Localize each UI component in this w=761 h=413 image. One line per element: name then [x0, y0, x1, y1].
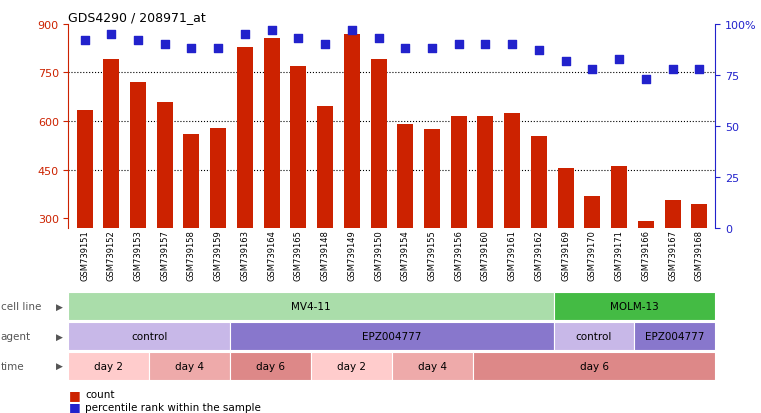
Bar — [311, 352, 392, 380]
Bar — [611, 167, 627, 228]
Bar — [68, 322, 230, 350]
Point — [479, 42, 492, 48]
Text: agent: agent — [1, 331, 31, 341]
Point — [292, 36, 304, 43]
Bar — [558, 169, 574, 228]
Bar — [584, 196, 600, 228]
Bar — [505, 114, 521, 228]
Bar — [477, 117, 493, 228]
Point — [132, 38, 144, 44]
Text: ▶: ▶ — [56, 302, 63, 311]
Text: day 6: day 6 — [256, 361, 285, 371]
Bar — [149, 352, 230, 380]
Text: day 6: day 6 — [580, 361, 609, 371]
Bar — [157, 102, 173, 228]
Point — [559, 58, 572, 65]
Point — [78, 38, 91, 44]
Bar — [691, 204, 707, 228]
Point — [239, 32, 251, 38]
Bar — [553, 292, 715, 320]
Text: count: count — [85, 389, 115, 399]
Text: ▶: ▶ — [56, 361, 63, 370]
Text: MV4-11: MV4-11 — [291, 301, 331, 311]
Text: GDS4290 / 208971_at: GDS4290 / 208971_at — [68, 11, 206, 24]
Bar — [344, 34, 360, 228]
Text: ■: ■ — [68, 400, 80, 413]
Point — [105, 32, 117, 38]
Bar — [317, 107, 333, 228]
Text: ▶: ▶ — [56, 332, 63, 341]
Text: day 4: day 4 — [175, 361, 204, 371]
Bar — [230, 322, 553, 350]
Bar — [664, 201, 680, 228]
Bar — [68, 292, 553, 320]
Bar — [371, 60, 387, 228]
Bar — [210, 128, 226, 228]
Point — [345, 28, 358, 34]
Bar — [531, 136, 547, 228]
Point — [533, 48, 545, 55]
Point — [506, 42, 518, 48]
Bar — [638, 222, 654, 228]
Point — [586, 66, 598, 73]
Point — [640, 76, 652, 83]
Bar — [263, 39, 279, 228]
Bar — [635, 322, 715, 350]
Point — [400, 46, 412, 52]
Text: control: control — [131, 331, 167, 341]
Bar — [424, 130, 440, 228]
Bar — [68, 352, 149, 380]
Text: EPZ004777: EPZ004777 — [362, 331, 422, 341]
Point — [212, 46, 224, 52]
Point — [319, 42, 331, 48]
Text: day 2: day 2 — [94, 361, 123, 371]
Bar — [237, 47, 253, 228]
Bar — [397, 125, 413, 228]
Bar — [103, 60, 119, 228]
Bar — [291, 67, 307, 228]
Bar — [553, 322, 635, 350]
Bar — [451, 117, 466, 228]
Point — [158, 42, 170, 48]
Text: control: control — [576, 331, 613, 341]
Bar — [230, 352, 311, 380]
Point — [453, 42, 465, 48]
Bar — [473, 352, 715, 380]
Text: day 2: day 2 — [337, 361, 366, 371]
Text: cell line: cell line — [1, 301, 41, 311]
Text: day 4: day 4 — [418, 361, 447, 371]
Point — [613, 56, 626, 63]
Bar — [77, 110, 93, 228]
Bar — [130, 83, 146, 228]
Text: EPZ004777: EPZ004777 — [645, 331, 705, 341]
Bar — [183, 135, 199, 228]
Point — [426, 46, 438, 52]
Point — [266, 28, 278, 34]
Text: ■: ■ — [68, 388, 80, 401]
Bar — [392, 352, 473, 380]
Text: percentile rank within the sample: percentile rank within the sample — [85, 402, 261, 412]
Text: time: time — [1, 361, 24, 371]
Text: MOLM-13: MOLM-13 — [610, 301, 659, 311]
Point — [186, 46, 198, 52]
Point — [693, 66, 705, 73]
Point — [372, 36, 384, 43]
Point — [667, 66, 679, 73]
